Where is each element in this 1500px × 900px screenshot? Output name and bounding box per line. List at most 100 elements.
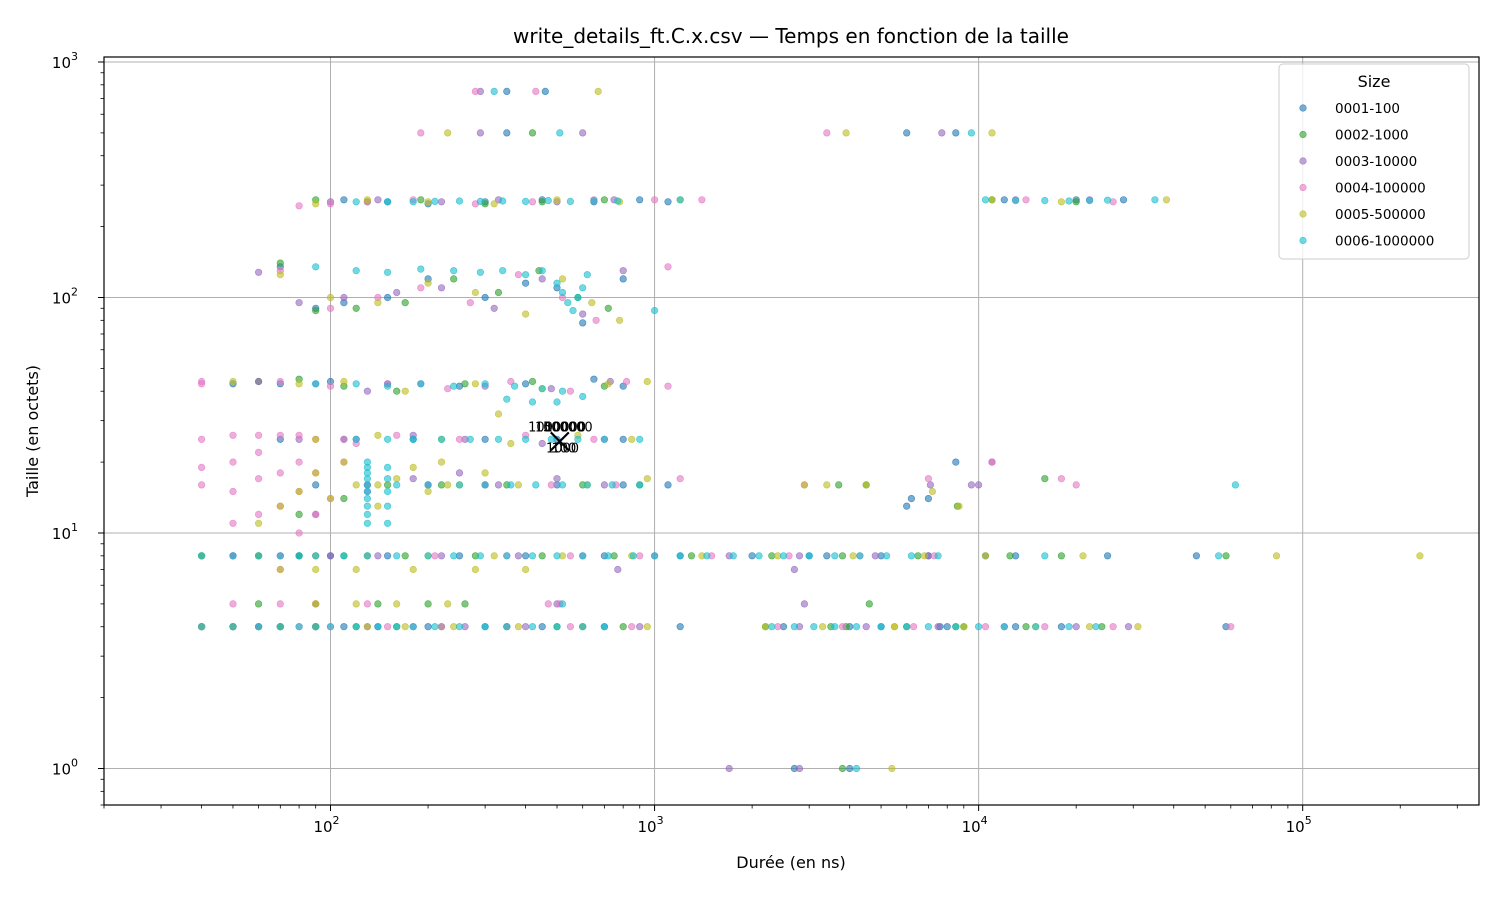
data-point <box>507 439 515 448</box>
data-point <box>455 481 464 489</box>
data-point <box>553 196 561 204</box>
data-point <box>521 197 530 205</box>
data-point <box>528 398 537 406</box>
data-point <box>538 385 546 393</box>
legend-entry-label: 0003-10000 <box>1335 154 1417 170</box>
legend-box <box>1278 63 1470 260</box>
data-point <box>229 377 237 386</box>
annotation-label: 100 <box>551 441 576 456</box>
data-point <box>295 529 303 537</box>
data-point <box>974 623 983 631</box>
data-point <box>393 431 401 439</box>
data-point <box>229 600 237 608</box>
data-point <box>521 279 530 287</box>
data-point <box>340 293 348 302</box>
data-point <box>352 198 360 206</box>
annotation-label: 10000 <box>545 420 586 435</box>
legend-marker <box>1299 130 1307 139</box>
data-point <box>409 198 417 206</box>
x-tick-label: 104 <box>962 814 988 836</box>
data-point <box>890 623 899 631</box>
data-point <box>1231 481 1239 489</box>
data-point <box>768 623 776 631</box>
data-point <box>676 552 684 560</box>
data-point <box>326 293 335 302</box>
data-point <box>363 481 372 489</box>
data-point <box>437 435 446 443</box>
data-point <box>558 275 567 283</box>
data-point <box>255 448 263 457</box>
data-point <box>312 600 320 608</box>
data-point <box>544 600 552 608</box>
data-point <box>882 552 891 560</box>
data-point <box>664 198 672 206</box>
data-point <box>960 623 968 631</box>
data-point <box>455 197 464 205</box>
data-point <box>466 435 474 443</box>
data-point <box>424 481 432 489</box>
data-point <box>1134 623 1142 631</box>
data-point <box>768 552 776 560</box>
data-point <box>604 304 612 312</box>
data-point <box>393 475 401 483</box>
data-point <box>471 380 480 388</box>
data-point <box>352 600 360 608</box>
data-point <box>838 623 847 631</box>
data-point <box>547 385 555 393</box>
data-point <box>553 279 561 287</box>
data-point <box>592 316 600 324</box>
data-point <box>363 487 372 496</box>
data-point <box>831 552 839 560</box>
legend-marker <box>1299 104 1307 112</box>
data-point <box>1032 623 1040 631</box>
data-point <box>643 623 651 631</box>
data-point <box>499 267 507 275</box>
legend-entry-label: 0005-500000 <box>1335 207 1426 223</box>
data-point <box>664 263 672 271</box>
data-point <box>579 319 587 327</box>
data-point <box>409 463 417 472</box>
data-point <box>619 267 627 275</box>
data-point <box>1222 552 1230 560</box>
data-point <box>981 196 990 204</box>
data-point <box>774 623 782 631</box>
data-point <box>1416 552 1424 560</box>
data-point <box>514 481 523 489</box>
data-point <box>583 271 591 279</box>
data-point <box>790 623 799 631</box>
data-point <box>352 304 360 312</box>
data-point <box>384 435 392 443</box>
data-points <box>198 87 1424 773</box>
data-point <box>558 600 567 608</box>
data-point <box>494 435 503 443</box>
data-point <box>676 623 684 631</box>
data-point <box>374 552 382 560</box>
data-point <box>790 565 799 574</box>
data-point <box>1072 481 1080 489</box>
data-point <box>255 510 263 519</box>
legend-marker <box>1299 210 1307 218</box>
data-point <box>374 481 382 489</box>
data-point <box>514 552 523 560</box>
data-point <box>687 552 696 560</box>
data-point <box>725 764 733 773</box>
data-point <box>363 623 372 631</box>
data-point <box>1057 475 1065 483</box>
data-point <box>981 552 990 560</box>
data-point <box>374 502 382 510</box>
data-point <box>431 552 439 560</box>
data-point <box>907 495 916 503</box>
data-point <box>1057 198 1065 206</box>
data-point <box>521 435 530 443</box>
data-point <box>1000 623 1008 631</box>
x-axis-label: Durée (en ns) <box>736 853 846 872</box>
data-point <box>907 552 916 560</box>
data-point <box>255 475 263 483</box>
data-point <box>650 307 659 315</box>
data-point <box>528 377 537 386</box>
data-point <box>450 382 458 390</box>
data-point <box>619 623 627 631</box>
data-point <box>424 198 432 206</box>
data-point <box>450 552 458 560</box>
